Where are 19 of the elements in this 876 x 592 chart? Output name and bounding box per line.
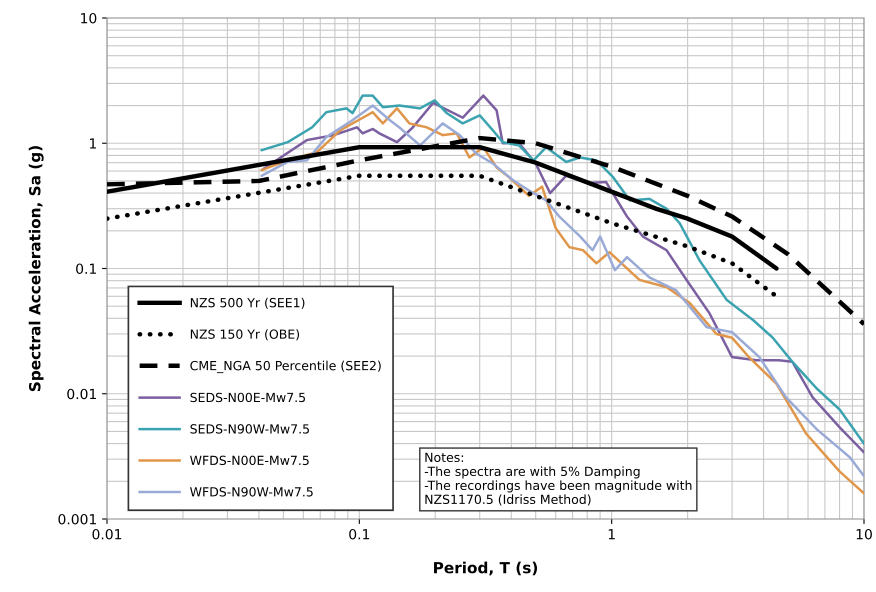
- x-tick-label: 10: [856, 528, 872, 540]
- legend-label: SEDS-N90W-Mw7.5: [190, 424, 309, 434]
- x-tick-label: 1: [608, 529, 615, 540]
- x-tick-label: 0.01: [92, 528, 122, 540]
- y-tick-label: 1: [90, 138, 96, 149]
- legend-label: CME_NGA 50 Percentile (SEE2): [190, 360, 381, 374]
- y-axis-title: Spectral Acceleration, Sa (g): [28, 146, 44, 392]
- x-tick-label: 0.1: [349, 528, 370, 540]
- x-axis-title: Period, T (s): [434, 562, 538, 576]
- legend-label: SEDS-N00E-Mw7.5: [190, 392, 306, 402]
- legend-label: WFDS-N00E-Mw7.5: [190, 456, 309, 466]
- legend-label: NZS 500 Yr (SEE1): [190, 298, 304, 309]
- y-tick-label: 0.1: [76, 263, 96, 274]
- y-tick-label: 0.001: [58, 514, 96, 524]
- y-tick-label: 0.01: [67, 388, 96, 400]
- y-tick-label: 10: [81, 12, 96, 24]
- legend-label: NZS 150 Yr (OBE): [190, 329, 300, 340]
- legend-label: WFDS-N90W-Mw7.5: [190, 487, 313, 497]
- annotation: Notes: -The spectra are with 5% Damping -The recordings have been magnitude with NZS1170.5 (Idriss Method): [424, 452, 692, 506]
